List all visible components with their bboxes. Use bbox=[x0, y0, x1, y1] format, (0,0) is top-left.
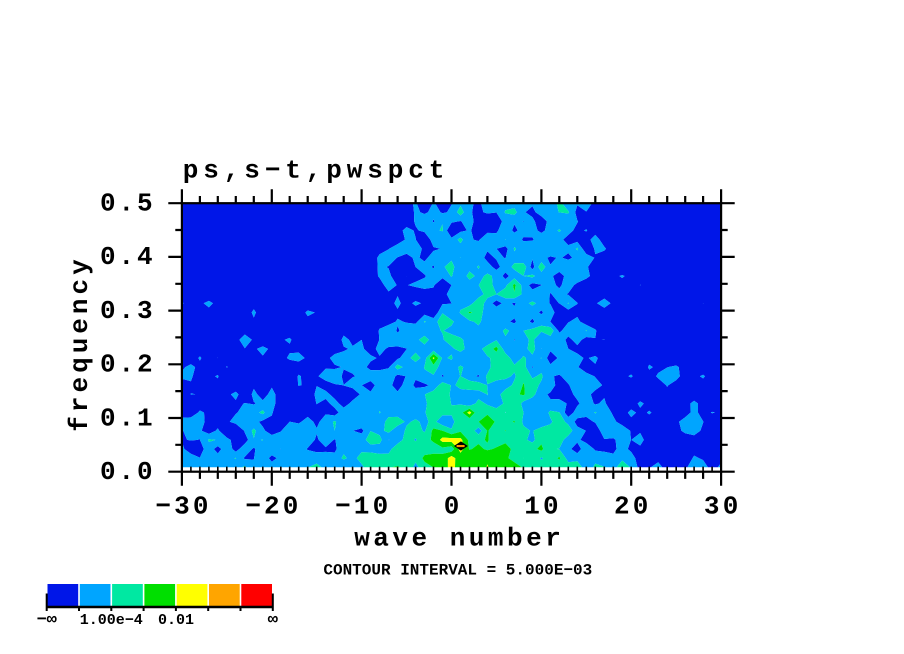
svg-text:0.1: 0.1 bbox=[100, 403, 156, 433]
svg-text:20: 20 bbox=[614, 492, 652, 522]
svg-text:0.2: 0.2 bbox=[100, 350, 156, 380]
svg-text:10: 10 bbox=[524, 492, 562, 522]
svg-text:−20: −20 bbox=[245, 492, 301, 522]
svg-text:0.0: 0.0 bbox=[100, 457, 156, 487]
svg-text:wave number: wave number bbox=[354, 524, 564, 554]
svg-text:−30: −30 bbox=[155, 492, 211, 522]
svg-text:1.00e−4: 1.00e−4 bbox=[80, 612, 143, 629]
svg-text:ps,s−t,pwspct: ps,s−t,pwspct bbox=[183, 156, 450, 186]
svg-text:30: 30 bbox=[704, 492, 742, 522]
svg-text:−10: −10 bbox=[335, 492, 391, 522]
svg-text:0: 0 bbox=[444, 492, 463, 522]
svg-text:−∞: −∞ bbox=[36, 611, 57, 630]
svg-text:frequency: frequency bbox=[65, 255, 95, 431]
svg-text:0.3: 0.3 bbox=[100, 296, 156, 326]
svg-text:0.01: 0.01 bbox=[158, 612, 194, 629]
svg-text:0.5: 0.5 bbox=[100, 189, 156, 219]
svg-text:∞: ∞ bbox=[268, 611, 279, 630]
svg-text:0.4: 0.4 bbox=[100, 242, 156, 272]
svg-text:CONTOUR INTERVAL = 5.000E−03: CONTOUR INTERVAL = 5.000E−03 bbox=[323, 562, 592, 580]
